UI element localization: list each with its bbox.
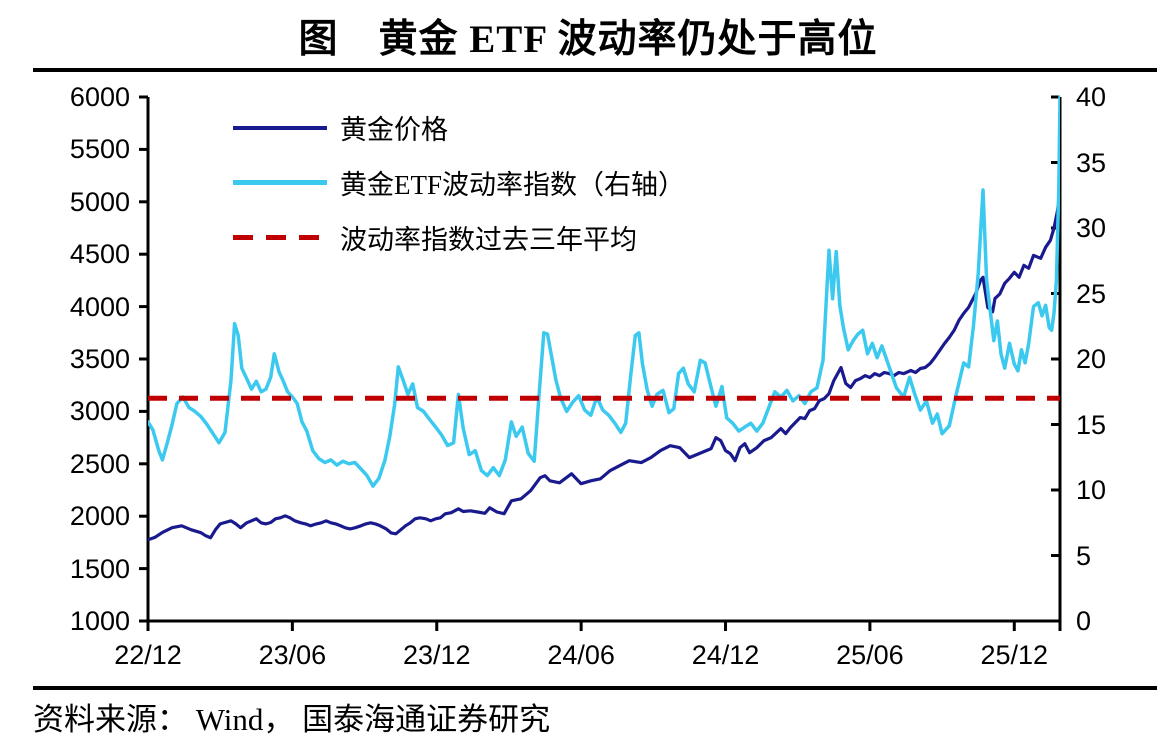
y-right-tick-label: 30 [1076, 213, 1107, 243]
legend-label-gold-price: 黄金价格 [340, 115, 448, 145]
gold-price-line-swatch [233, 125, 327, 130]
y-left-tick-label: 2000 [69, 501, 130, 532]
legend-item-volatility-index: 黄金ETF波动率指数（右轴） [233, 155, 685, 210]
legend-label-volatility-index: 黄金ETF波动率指数（右轴） [340, 170, 686, 200]
y-left-tick-label: 2500 [69, 448, 130, 479]
title-divider-rule [33, 68, 1157, 72]
y-right-tick-label: 0 [1076, 606, 1092, 636]
y-left-tick-label: 5000 [69, 186, 130, 217]
x-tick-label: 22/12 [114, 640, 182, 670]
y-right-tick-label: 10 [1076, 475, 1107, 505]
y-left-tick-label: 3000 [69, 396, 130, 427]
y-right-tick-label: 15 [1076, 409, 1107, 440]
volatility-line-swatch [233, 180, 327, 185]
y-right-tick-label: 40 [1076, 82, 1107, 112]
x-tick-label: 24/06 [547, 640, 615, 670]
y-left-tick-label: 5500 [69, 134, 130, 165]
gold-price-line [148, 189, 1060, 542]
legend-item-average-line: 波动率指数过去三年平均 [233, 210, 685, 265]
footer-divider-rule [33, 686, 1157, 690]
x-tick-label: 25/06 [836, 640, 904, 670]
legend-item-gold-price: 黄金价格 [233, 100, 685, 155]
y-right-tick-label: 20 [1076, 344, 1107, 374]
chart-title: 图 黄金 ETF 波动率仍处于高位 [298, 18, 878, 61]
y-left-tick-label: 1000 [69, 606, 130, 636]
x-tick-label: 23/12 [402, 640, 471, 670]
legend-label-average-line: 波动率指数过去三年平均 [340, 225, 637, 255]
x-tick-label: 25/12 [980, 640, 1049, 670]
y-left-tick-label: 6000 [69, 82, 130, 112]
y-left-tick-label: 1500 [69, 553, 130, 584]
x-tick-label: 24/12 [691, 640, 760, 670]
average-dashed-swatch [233, 235, 327, 240]
x-tick-label: 23/06 [258, 640, 327, 670]
y-right-tick-label: 5 [1076, 540, 1092, 571]
y-right-tick-label: 35 [1076, 147, 1107, 178]
y-left-tick-label: 3500 [69, 344, 130, 374]
y-left-tick-label: 4500 [69, 239, 130, 270]
y-left-tick-label: 4000 [69, 291, 130, 322]
data-source-note: 资料来源： Wind， 国泰海通证券研究 [33, 702, 551, 737]
volatility-index-line [148, 95, 1060, 488]
chart-legend: 黄金价格 黄金ETF波动率指数（右轴） 波动率指数过去三年平均 [233, 100, 685, 265]
y-right-tick-label: 25 [1076, 278, 1107, 309]
